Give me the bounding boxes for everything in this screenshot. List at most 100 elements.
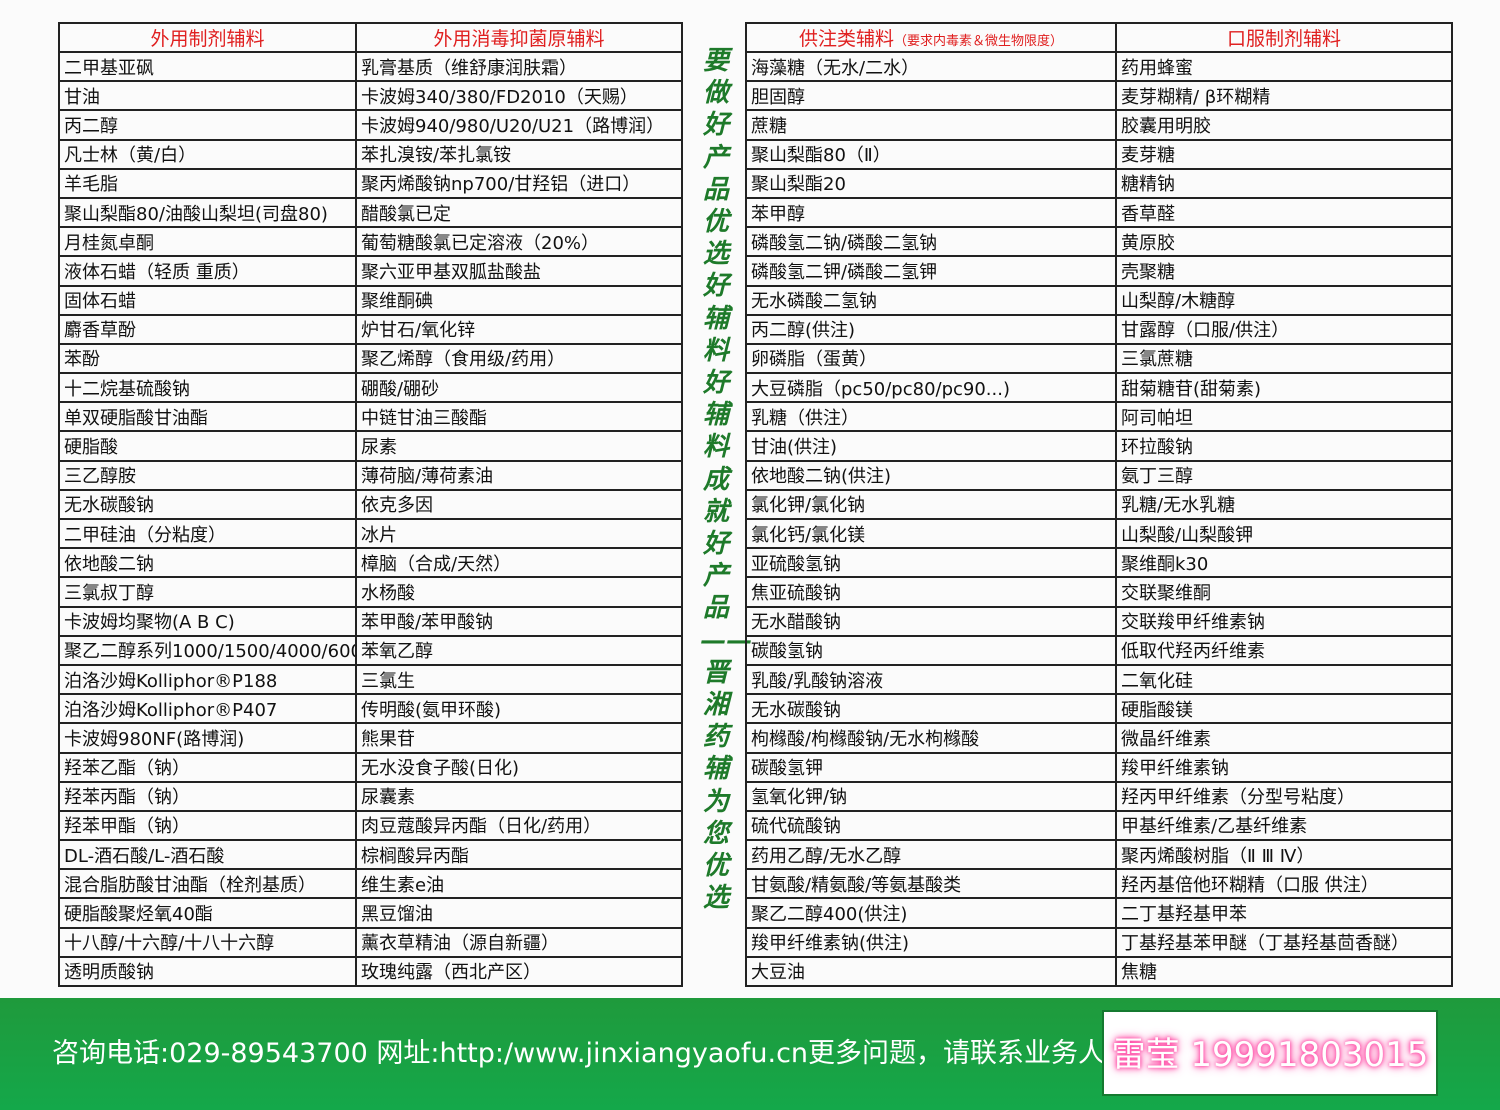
table-cell: 水杨酸	[355, 576, 683, 608]
table-cell: 羟苯丙酯（钠）	[58, 780, 357, 812]
table-cell: 无水磷酸二氢钠	[745, 284, 1117, 316]
header-external: 外用制剂辅料	[58, 22, 357, 53]
table-cell: 甘油(供注)	[745, 430, 1117, 462]
table-cell: 麦芽糊精/ β环糊精	[1115, 80, 1453, 112]
table-cell: 聚山梨酯80/油酸山梨坦(司盘80)	[58, 196, 357, 229]
table-cell: 卡波姆940/980/U20/U21（路博润）	[355, 109, 683, 141]
table-row: 碳酸氢钾 羧甲纤维素钠	[745, 751, 1453, 783]
table-cell: 尿素	[355, 430, 683, 462]
table-row: 药用乙醇/无水乙醇 聚丙烯酸树脂（Ⅱ Ⅲ Ⅳ）	[745, 839, 1453, 871]
table-cell: 十二烷基硫酸钠	[58, 372, 357, 404]
table-cell: 卡波姆340/380/FD2010（天赐）	[355, 80, 683, 112]
table-row: 磷酸氢二钠/磷酸二氢钠 黄原胶	[745, 226, 1453, 258]
table-cell: 薰衣草精油（源自新疆）	[355, 926, 683, 958]
table-cell: 液体石蜡（轻质 重质）	[58, 255, 357, 287]
table-cell: 三氯叔丁醇	[58, 576, 357, 608]
table-row: 泊洛沙姆Kolliphor®P188 三氯生	[58, 663, 683, 696]
table-row: 单双硬脂酸甘油酯 中链甘油三酸酯	[58, 401, 683, 433]
table-cell: 中链甘油三酸酯	[355, 401, 683, 433]
table-cell: 苯氧乙醇	[355, 634, 683, 666]
table-row: 羟苯甲酯（钠） 肉豆蔻酸异丙酯（日化/药用）	[58, 809, 683, 842]
contact-text: 咨询电话:029-89543700 网址:http:/www.jinxiangy…	[52, 1038, 1133, 1069]
table-cell: 胶囊用明胶	[1115, 109, 1453, 141]
table-cell: 三乙醇胺	[58, 459, 357, 491]
table-cell: 卵磷脂（蛋黄）	[745, 342, 1117, 375]
table-cell: 微晶纤维素	[1115, 722, 1453, 754]
table-cell: 交联羧甲纤维素钠	[1115, 605, 1453, 637]
header-injection: 供注类辅料（要求内毒素＆微生物限度）	[745, 22, 1117, 53]
table-cell: 甘氨酸/精氨酸/等氨基酸类	[745, 868, 1117, 900]
table-cell: 香草醛	[1115, 196, 1453, 229]
table-row: 苯甲醇 香草醛	[745, 196, 1453, 229]
table-cell: 氢氧化钾/钠	[745, 780, 1117, 812]
table-cell: 二氧化硅	[1115, 663, 1453, 696]
table-cell: 蔗糖	[745, 109, 1117, 141]
table-cell: 聚乙烯醇（食用级/药用）	[355, 342, 683, 375]
table-cell: 依克多因	[355, 488, 683, 521]
table-cell: 聚乙二醇系列1000/1500/4000/6000...	[58, 634, 357, 666]
table-cell: 羟苯甲酯（钠）	[58, 809, 357, 842]
table-cell: 氯化钾/氯化钠	[745, 488, 1117, 521]
table-cell: 二丁基羟基甲苯	[1115, 897, 1453, 929]
table-cell: 乳糖（供注）	[745, 401, 1117, 433]
table-cell: 氯化钙/氯化镁	[745, 517, 1117, 550]
table-row: 羟苯乙酯（钠） 无水没食子酸(日化)	[58, 751, 683, 783]
table-cell: 海藻糖（无水/二水）	[745, 50, 1117, 83]
table-cell: 熊果苷	[355, 722, 683, 754]
table-cell: 聚丙烯酸树脂（Ⅱ Ⅲ Ⅳ）	[1115, 839, 1453, 871]
table-row: 焦亚硫酸钠 交联聚维酮	[745, 576, 1453, 608]
table-row: 无水磷酸二氢钠 山梨醇/木糖醇	[745, 284, 1453, 316]
table-cell: 卡波姆980NF(路博润)	[58, 722, 357, 754]
table-row: 无水碳酸钠 硬脂酸镁	[745, 693, 1453, 725]
table-cell: 硫代硫酸钠	[745, 809, 1117, 842]
table-row: 蔗糖 胶囊用明胶	[745, 109, 1453, 141]
table-cell: 聚山梨酯80（Ⅱ）	[745, 138, 1117, 170]
table-row: 透明质酸钠 玫瑰纯露（西北产区）	[58, 955, 683, 988]
table-row: 甘油(供注) 环拉酸钠	[745, 430, 1453, 462]
table-cell: 大豆油	[745, 955, 1117, 988]
table-cell: 丁基羟基苯甲醚（丁基羟基茴香醚）	[1115, 926, 1453, 958]
table-row: 磷酸氢二钾/磷酸二氢钾 壳聚糖	[745, 255, 1453, 287]
table-row: 氯化钙/氯化镁 山梨酸/山梨酸钾	[745, 517, 1453, 550]
injection-oral-excipients-table: 供注类辅料（要求内毒素＆微生物限度） 口服制剂辅料 海藻糖（无水/二水） 药用蜂蜜…	[745, 22, 1453, 988]
table-row: 丙二醇(供注) 甘露醇（口服/供注）	[745, 313, 1453, 345]
table-cell: 透明质酸钠	[58, 955, 357, 988]
table-cell: 凡士林（黄/白）	[58, 138, 357, 170]
table-cell: 棕榈酸异丙酯	[355, 839, 683, 871]
table-cell: 黄原胶	[1115, 226, 1453, 258]
table-cell: 羟丙基倍他环糊精（口服 供注）	[1115, 868, 1453, 900]
table-cell: 甲基纤维素/乙基纤维素	[1115, 809, 1453, 842]
table-cell: 肉豆蔻酸异丙酯（日化/药用）	[355, 809, 683, 842]
table-row: 依地酸二钠 樟脑（合成/天然）	[58, 547, 683, 579]
table-cell: 山梨醇/木糖醇	[1115, 284, 1453, 316]
table-cell: 卡波姆均聚物(A B C)	[58, 605, 357, 637]
table-row: 三氯叔丁醇 水杨酸	[58, 576, 683, 608]
table-cell: 糖精钠	[1115, 167, 1453, 199]
table-row: 无水醋酸钠 交联羧甲纤维素钠	[745, 605, 1453, 637]
table-cell: 硬脂酸镁	[1115, 693, 1453, 725]
table-cell: 依地酸二钠	[58, 547, 357, 579]
table-cell: 三氯蔗糖	[1115, 342, 1453, 375]
table-cell: 羟丙甲纤维素（分型号粘度）	[1115, 780, 1453, 812]
table-cell: 混合脂肪酸甘油酯（栓剂基质）	[58, 868, 357, 900]
table-row: 混合脂肪酸甘油酯（栓剂基质） 维生素e油	[58, 868, 683, 900]
table-cell: 药用蜂蜜	[1115, 50, 1453, 83]
table-cell: 聚山梨酯20	[745, 167, 1117, 199]
table-cell: 无水醋酸钠	[745, 605, 1117, 637]
table-cell: 苯酚	[58, 342, 357, 375]
table-cell: 二甲硅油（分粘度）	[58, 517, 357, 550]
table-cell: 聚维酮k30	[1115, 547, 1453, 579]
table-row: 聚山梨酯80/油酸山梨坦(司盘80) 醋酸氯已定	[58, 196, 683, 229]
table-cell: 碳酸氢钠	[745, 634, 1117, 666]
table-row: 无水碳酸钠 依克多因	[58, 488, 683, 521]
table-cell: 醋酸氯已定	[355, 196, 683, 229]
table-row: 十二烷基硫酸钠 硼酸/硼砂	[58, 372, 683, 404]
table-row: 胆固醇 麦芽糊精/ β环糊精	[745, 80, 1453, 112]
table-row: 碳酸氢钠 低取代羟丙纤维素	[745, 634, 1453, 666]
table-row: 聚山梨酯20 糖精钠	[745, 167, 1453, 199]
table-cell: 环拉酸钠	[1115, 430, 1453, 462]
table-cell: 聚丙烯酸钠np700/甘羟铝（进口）	[355, 167, 683, 199]
table-cell: DL-酒石酸/L-酒石酸	[58, 839, 357, 871]
table-row: 凡士林（黄/白） 苯扎溴铵/苯扎氯铵	[58, 138, 683, 170]
table-row: 液体石蜡（轻质 重质） 聚六亚甲基双胍盐酸盐	[58, 255, 683, 287]
